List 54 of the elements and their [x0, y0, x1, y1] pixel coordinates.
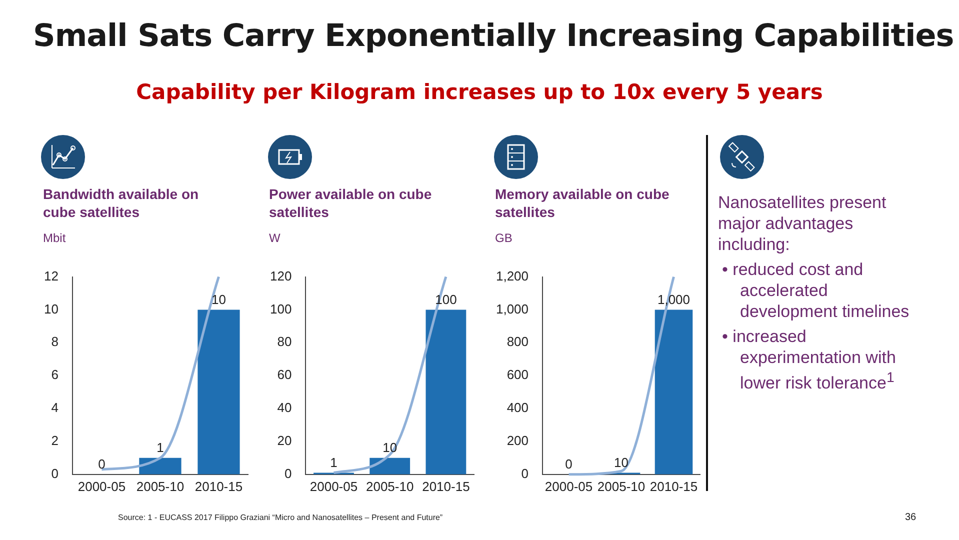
x-tick-label: 2010-15 [422, 478, 470, 494]
text: Nanosatellites present major advantages including: [718, 193, 886, 254]
bar [426, 310, 466, 474]
y-tick-label: 0 [521, 466, 529, 481]
y-tick-label: 4 [51, 400, 58, 416]
data-label: 1,000 [657, 292, 690, 307]
y-tick-label: 1,000 [496, 301, 529, 316]
data-label: 1 [156, 440, 164, 456]
x-tick-label: 2000-05 [310, 478, 358, 494]
chart-title: Power available on cube satellites [269, 185, 433, 221]
data-label: 10 [382, 440, 398, 456]
x-tick-label: 2005-10 [597, 478, 646, 494]
x-tick-label: 2000-05 [78, 478, 126, 494]
y-tick-label: 200 [506, 433, 529, 448]
chart-title: Memory available on cube satellites [495, 185, 670, 221]
y-axis-title: W [269, 231, 280, 245]
text: • increased experimentation with lower risk tolerance$^{1}$ [722, 326, 897, 394]
x-tick-label: 2010-15 [650, 478, 698, 494]
y-tick-label: 6 [51, 367, 58, 382]
text: • reduced cost and accelerated development timelines [722, 259, 910, 322]
x-tick-label: 2000-05 [544, 478, 593, 494]
y-tick-label: 600 [506, 367, 529, 382]
y-tick-label: 60 [277, 367, 292, 382]
y-tick-label: 0 [51, 466, 58, 481]
y-axis-title: GB [495, 231, 512, 245]
text: Small Sats Carry Exponentially Increasing Capabilities [33, 18, 954, 54]
data-label: 0 [98, 456, 106, 472]
y-tick-label: 800 [506, 334, 529, 350]
chart-title: Bandwidth available on cube satellites [43, 185, 200, 221]
source-note: Source: 1 - EUCASS 2017 Filippo Graziani “Micro and Nanosatellites – Present and Future” [118, 513, 443, 522]
x-tick-label: 2010-15 [194, 478, 243, 494]
y-tick-label: 8 [51, 334, 58, 350]
data-label: 1 [330, 454, 338, 470]
data-label: 100 [435, 292, 457, 307]
y-axis-title: Mbit [43, 231, 66, 245]
text: 36 [905, 512, 916, 523]
y-tick-label: 2 [51, 433, 58, 448]
y-tick-label: 40 [277, 400, 292, 416]
y-tick-label: 400 [506, 400, 529, 416]
x-tick-label: 2005-10 [366, 478, 414, 494]
data-label: 10 [212, 292, 226, 307]
y-tick-label: 80 [277, 334, 292, 350]
y-tick-label: 12 [44, 268, 58, 284]
data-label: 10 [614, 454, 628, 470]
y-tick-label: 20 [277, 433, 292, 448]
x-tick-label: 2005-10 [136, 478, 184, 494]
y-tick-label: 10 [44, 301, 58, 316]
y-tick-label: 0 [284, 466, 292, 481]
y-tick-label: 100 [270, 301, 292, 316]
y-tick-label: 1,200 [496, 268, 529, 284]
data-label: 0 [565, 456, 572, 472]
y-tick-label: 120 [270, 268, 292, 284]
text: Capability per Kilogram increases up to 10x every 5 years [135, 80, 824, 104]
bar [370, 458, 410, 474]
